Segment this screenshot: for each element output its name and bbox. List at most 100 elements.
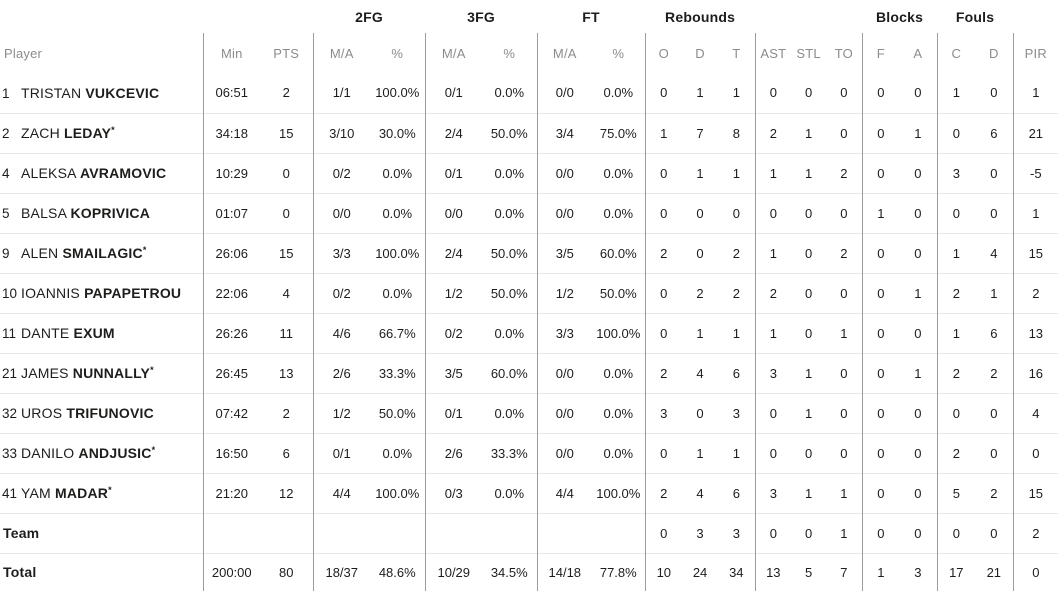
starter-mark: * — [111, 125, 115, 135]
stat-pir: 15 — [1012, 473, 1058, 513]
stat-reb-t: 34 — [729, 564, 744, 580]
stat-pts: 11 — [279, 325, 294, 341]
col-header-ast: AST — [754, 33, 792, 73]
stat-reb-t: 2 — [732, 245, 740, 261]
col-header-blk-a: A — [913, 45, 923, 61]
stat-reb-d: 0 — [696, 205, 704, 221]
stat-to: 1 — [840, 525, 848, 541]
stat-reb-o: 0 — [644, 313, 683, 353]
stat-reb-t: 3 — [732, 405, 740, 421]
stat-min: 10:29 — [202, 153, 260, 193]
stat-blk-f: 0 — [861, 233, 900, 273]
stat-3fg-pct: 33.3% — [490, 445, 528, 461]
stat-stl: 1 — [804, 125, 813, 141]
stat-ft-ma: 0/0 — [536, 433, 593, 473]
stat-pir: 1 — [1012, 193, 1058, 233]
stat-foul-c: 1 — [936, 73, 976, 113]
stat-min: 26:45 — [202, 353, 260, 393]
stat-ft-pct: 0.0% — [603, 85, 634, 101]
player-row: 11 DANTE EXUM 26:26 11 4/6 66.7% 0/2 0.0% 3/3 100… — [0, 313, 1058, 353]
stat-reb-d: 0 — [696, 245, 704, 261]
player-name: ALEKSA AVRAMOVIC — [21, 165, 167, 181]
stat-foul-c: 0 — [936, 193, 976, 233]
starter-mark: * — [151, 445, 156, 455]
stat-reb-o: 0 — [644, 153, 683, 193]
player-number: 10 — [2, 286, 18, 301]
stat-ast: 0 — [754, 73, 792, 113]
col-header-player: Player — [4, 45, 43, 61]
stat-to: 0 — [840, 365, 848, 381]
col-header-foul-d: D — [989, 45, 999, 61]
stat-2fg-pct: 100.0% — [375, 85, 420, 101]
stat-2fg-pct: 0.0% — [382, 165, 413, 181]
stat-blk-a: 0 — [914, 405, 922, 421]
col-header-blk-f: F — [861, 33, 900, 73]
stat-reb-t: 8 — [732, 125, 740, 141]
stat-ft-ma: 1/2 — [536, 273, 593, 313]
stat-reb-t: 1 — [732, 445, 740, 461]
stat-3fg-pct: 0.0% — [494, 405, 525, 421]
column-header-row: Player Min PTS M/A% M/A% M/A% O D T AST STL TO F A C D P… — [0, 33, 1058, 73]
stat-foul-c: 1 — [936, 233, 976, 273]
stat-ft-ma: 4/4 — [536, 473, 593, 513]
stat-reb-d: 1 — [696, 445, 704, 461]
stat-foul-c: 17 — [936, 553, 976, 591]
stat-foul-c: 0 — [936, 513, 976, 553]
player-name: ALEN SMAILAGIC* — [21, 245, 147, 261]
stat-stl: 1 — [804, 165, 813, 181]
stat-2fg-ma: 4/6 — [312, 313, 370, 353]
stat-reb-t: 6 — [732, 365, 740, 381]
stat-2fg-ma: 0/1 — [312, 433, 370, 473]
player-name: DANTE EXUM — [21, 325, 115, 341]
stat-foul-d: 4 — [990, 245, 998, 261]
player-number: 4 — [2, 166, 10, 181]
stat-foul-c: 2 — [936, 273, 976, 313]
player-name: BALSA KOPRIVICA — [21, 205, 151, 221]
stat-2fg-ma: 1/1 — [312, 73, 370, 113]
stat-reb-t: 3 — [732, 525, 740, 541]
stat-pts: 15 — [279, 125, 294, 141]
stat-pts: 80 — [279, 564, 294, 580]
stat-blk-a: 0 — [914, 85, 922, 101]
stat-to: 0 — [840, 85, 848, 101]
stat-stl: 1 — [804, 405, 813, 421]
stat-foul-c: 2 — [936, 353, 976, 393]
player-cell: 21 JAMES NUNNALLY* — [0, 353, 203, 393]
stat-pts: 15 — [279, 245, 294, 261]
col-header-to: TO — [834, 45, 853, 61]
stat-3fg-ma: 0/1 — [424, 393, 483, 433]
stat-3fg-ma: 0/0 — [424, 193, 483, 233]
stat-ast: 3 — [754, 473, 792, 513]
player-name: IOANNIS PAPAPETROU — [21, 285, 182, 301]
player-cell: 1 TRISTAN VUKCEVIC — [0, 73, 203, 113]
stat-2fg-ma: 0/2 — [312, 153, 370, 193]
stat-reb-d: 0 — [696, 405, 704, 421]
player-name: UROS TRIFUNOVIC — [21, 405, 154, 421]
stat-foul-d: 0 — [990, 525, 998, 541]
stat-reb-t: 0 — [732, 205, 740, 221]
stat-2fg-ma: 18/37 — [312, 553, 370, 591]
stat-reb-d: 2 — [696, 285, 704, 301]
stat-foul-d: 0 — [990, 205, 998, 221]
stat-blk-a: 1 — [914, 285, 922, 301]
col-header-reb-t: T — [732, 45, 741, 61]
group-header-3fg: 3FG — [467, 8, 495, 25]
player-row: 33 DANILO ANDJUSIC* 16:50 6 0/1 0.0% 2/6 33.3% 0… — [0, 433, 1058, 473]
stat-foul-d: 0 — [990, 85, 998, 101]
player-cell: 2 ZACH LEDAY* — [0, 113, 203, 153]
stat-to: 0 — [840, 405, 848, 421]
stat-min: 26:06 — [202, 233, 260, 273]
stat-3fg-ma — [424, 513, 483, 553]
stat-3fg-ma: 0/3 — [424, 473, 483, 513]
player-name: ZACH LEDAY* — [21, 125, 115, 141]
group-header-fouls: Fouls — [955, 8, 995, 25]
stat-3fg-pct: 0.0% — [494, 485, 525, 501]
stat-ft-pct: 0.0% — [603, 165, 634, 181]
stat-pir: 2 — [1012, 513, 1058, 553]
stat-foul-d: 21 — [986, 564, 1002, 580]
stat-foul-d: 0 — [990, 165, 998, 181]
stat-ft-pct: 77.8% — [599, 564, 637, 580]
stat-ast: 0 — [754, 433, 792, 473]
col-header-3fg-ma: M/A — [424, 33, 483, 73]
stat-pts: 13 — [279, 365, 294, 381]
